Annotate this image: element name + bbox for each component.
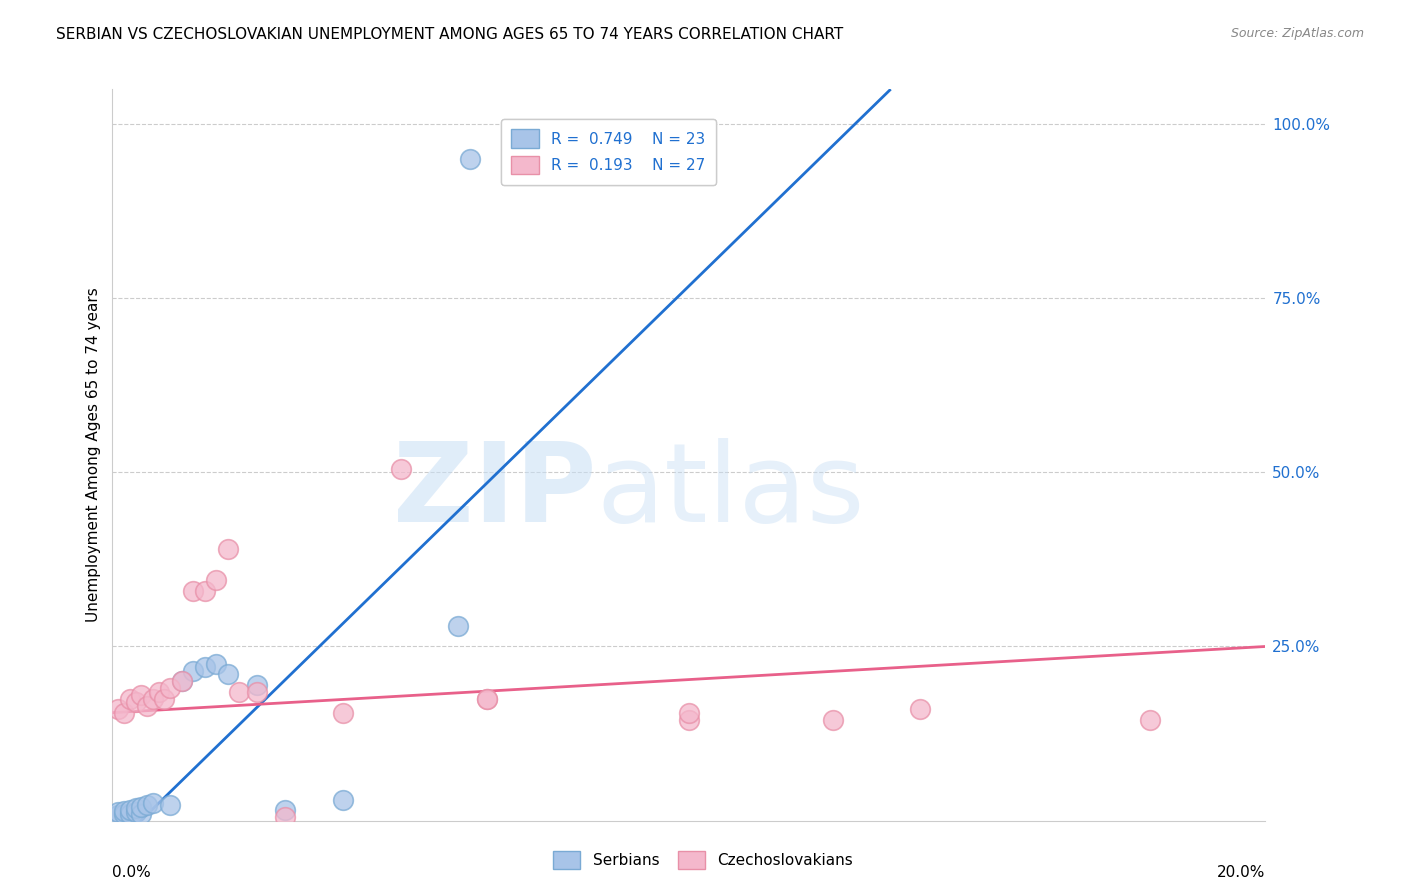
- Point: [332, 793, 354, 807]
- Point: [475, 691, 498, 706]
- Point: [181, 664, 204, 678]
- Point: [181, 583, 204, 598]
- Point: [245, 678, 267, 692]
- Text: 0.0%: 0.0%: [112, 864, 152, 880]
- Point: [148, 685, 170, 699]
- Point: [112, 806, 135, 821]
- Point: [217, 667, 239, 681]
- Point: [274, 803, 297, 817]
- Point: [112, 706, 135, 720]
- Point: [118, 806, 141, 821]
- Point: [136, 798, 159, 813]
- Point: [124, 805, 146, 820]
- Point: [821, 713, 844, 727]
- Point: [245, 685, 267, 699]
- Point: [475, 691, 498, 706]
- Point: [124, 695, 146, 709]
- Point: [194, 660, 217, 674]
- Point: [678, 713, 700, 727]
- Point: [107, 805, 129, 820]
- Text: Source: ZipAtlas.com: Source: ZipAtlas.com: [1230, 27, 1364, 40]
- Point: [1139, 713, 1161, 727]
- Point: [129, 688, 153, 702]
- Point: [170, 674, 193, 689]
- Point: [124, 801, 146, 815]
- Point: [217, 541, 239, 556]
- Legend: R =  0.749    N = 23, R =  0.193    N = 27: R = 0.749 N = 23, R = 0.193 N = 27: [501, 119, 716, 185]
- Point: [107, 808, 129, 822]
- Legend: Serbians, Czechoslovakians: Serbians, Czechoslovakians: [547, 845, 859, 875]
- Point: [136, 698, 159, 713]
- Point: [118, 691, 141, 706]
- Point: [142, 691, 165, 706]
- Point: [107, 702, 129, 716]
- Text: 20.0%: 20.0%: [1218, 864, 1265, 880]
- Point: [228, 685, 250, 699]
- Point: [205, 657, 228, 671]
- Point: [118, 803, 141, 817]
- Point: [159, 681, 181, 696]
- Point: [332, 706, 354, 720]
- Point: [159, 797, 181, 812]
- Point: [194, 583, 217, 598]
- Point: [458, 152, 481, 166]
- Point: [908, 702, 931, 716]
- Y-axis label: Unemployment Among Ages 65 to 74 years: Unemployment Among Ages 65 to 74 years: [86, 287, 101, 623]
- Point: [112, 804, 135, 818]
- Point: [678, 706, 700, 720]
- Point: [129, 799, 153, 814]
- Text: SERBIAN VS CZECHOSLOVAKIAN UNEMPLOYMENT AMONG AGES 65 TO 74 YEARS CORRELATION CH: SERBIAN VS CZECHOSLOVAKIAN UNEMPLOYMENT …: [56, 27, 844, 42]
- Point: [153, 691, 176, 706]
- Point: [142, 796, 165, 810]
- Point: [447, 618, 470, 632]
- Point: [205, 574, 228, 588]
- Text: atlas: atlas: [596, 438, 865, 545]
- Point: [389, 462, 412, 476]
- Point: [170, 674, 193, 689]
- Point: [274, 810, 297, 824]
- Point: [129, 806, 153, 821]
- Text: ZIP: ZIP: [394, 438, 596, 545]
